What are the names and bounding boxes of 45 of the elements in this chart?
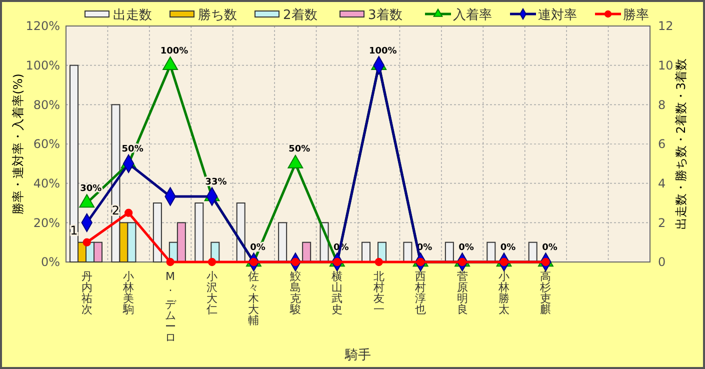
x-tick-label: 菅原明良 <box>456 270 468 316</box>
x-tick-label: 西村淳也 <box>414 270 426 316</box>
y2-tick-label: 4 <box>658 176 666 191</box>
x-tick-label: 北村友一 <box>372 270 384 316</box>
y-tick-label: 120% <box>26 19 60 34</box>
legend-label: 勝率 <box>623 7 649 23</box>
x-tick-label: 佐々木大輔 <box>248 270 260 327</box>
y2-axis-title: 出走数・勝ち数・2着数・3着数 <box>674 58 688 230</box>
data-label: 2 <box>112 204 120 218</box>
data-label: 0% <box>542 243 558 253</box>
x-tick-label: 高杉吏麒 <box>539 270 552 316</box>
legend-label: 3着数 <box>368 7 402 23</box>
legend-label: 入着率 <box>453 7 492 23</box>
x-tick-label: 丹内祐次 <box>81 270 92 316</box>
y2-tick-label: 12 <box>658 19 674 34</box>
legend-label: 出走数 <box>113 8 152 23</box>
legend-label: 勝ち数 <box>198 8 237 23</box>
data-label: 0% <box>458 243 474 253</box>
x-tick-label: 小沢大仁 <box>206 270 218 316</box>
y2-tick-label: 2 <box>658 216 666 230</box>
data-label: 30% <box>80 184 102 194</box>
data-label: 50% <box>288 144 310 155</box>
y-tick-label: 0% <box>40 255 60 270</box>
data-label: 100% <box>160 46 188 56</box>
x-tick-label: 小林美駒 <box>122 270 134 316</box>
y-tick-label: 40% <box>33 176 60 191</box>
data-label: 1 <box>70 223 78 238</box>
y-tick-label: 80% <box>33 98 60 112</box>
legend-label: 連対率 <box>538 7 577 23</box>
x-tick-label: M. デムーロ <box>164 270 177 344</box>
legend-label: 2着数 <box>283 7 318 23</box>
y-tick-label: 20% <box>33 216 60 230</box>
y2-tick-label: 8 <box>658 98 666 112</box>
x-tick-label: 横山武史 <box>332 270 343 316</box>
y-tick-label: 100% <box>26 58 60 73</box>
y2-tick-label: 10 <box>658 58 674 73</box>
y2-tick-label: 6 <box>658 137 666 152</box>
x-tick-label: 小林勝太 <box>498 270 510 316</box>
x-axis-title: 騎手 <box>344 348 371 363</box>
x-tick-label: 鮫島克駿 <box>288 270 301 316</box>
y-axis-title: 勝率・連対率・入着率(%) <box>11 74 25 214</box>
data-label: 0% <box>500 243 516 253</box>
y2-tick-label: 0 <box>658 255 666 270</box>
data-label: 100% <box>368 46 397 56</box>
y-tick-label: 60% <box>33 137 60 152</box>
